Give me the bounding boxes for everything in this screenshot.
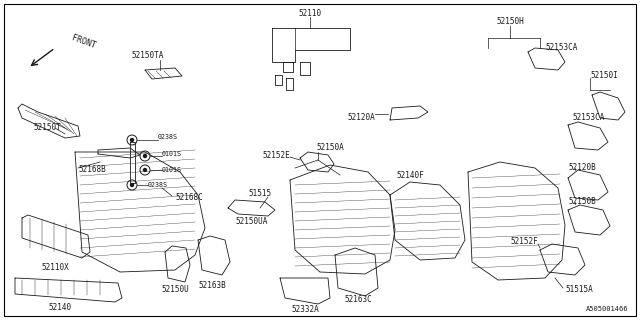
Text: 52163C: 52163C — [344, 295, 372, 305]
Circle shape — [131, 183, 134, 187]
Text: 52150H: 52150H — [496, 18, 524, 27]
Text: 52150U: 52150U — [161, 285, 189, 294]
Circle shape — [143, 169, 147, 172]
Text: 52150TA: 52150TA — [132, 52, 164, 60]
Text: 52150A: 52150A — [316, 143, 344, 153]
Text: 52110: 52110 — [298, 10, 321, 19]
Text: 0238S: 0238S — [158, 134, 178, 140]
Text: 52152F: 52152F — [510, 237, 538, 246]
Text: 0101S: 0101S — [162, 151, 182, 157]
Text: 52168C: 52168C — [175, 194, 203, 203]
Text: 0101S: 0101S — [162, 167, 182, 173]
Text: A505001466: A505001466 — [586, 306, 628, 312]
Text: 52150B: 52150B — [568, 197, 596, 206]
Text: 52110X: 52110X — [41, 263, 69, 273]
Text: 52150T: 52150T — [33, 124, 61, 132]
Circle shape — [143, 155, 147, 157]
Text: 52163B: 52163B — [198, 281, 226, 290]
Text: 0238S: 0238S — [148, 182, 168, 188]
Circle shape — [131, 139, 134, 141]
Text: 51515A: 51515A — [565, 285, 593, 294]
Text: 52153CA: 52153CA — [572, 114, 604, 123]
Text: 52332A: 52332A — [291, 306, 319, 315]
Text: 52150UA: 52150UA — [236, 218, 268, 227]
Text: 52168B: 52168B — [78, 165, 106, 174]
Text: 52152E: 52152E — [262, 150, 290, 159]
Text: 52120A: 52120A — [348, 114, 375, 123]
Text: FRONT: FRONT — [70, 34, 97, 51]
Text: 52153CA: 52153CA — [545, 44, 577, 52]
Text: 52120B: 52120B — [568, 164, 596, 172]
Text: 52140F: 52140F — [396, 171, 424, 180]
Text: 52140: 52140 — [49, 303, 72, 313]
Text: 52150I: 52150I — [590, 70, 618, 79]
Text: 51515: 51515 — [248, 189, 271, 198]
